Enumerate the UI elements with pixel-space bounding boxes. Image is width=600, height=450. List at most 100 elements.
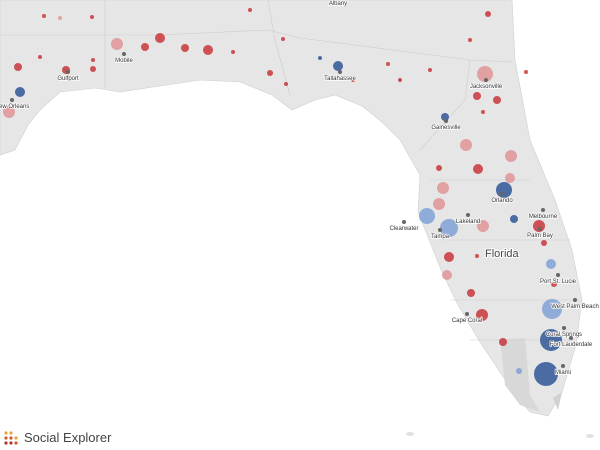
city-label: Mobile	[115, 58, 133, 64]
data-bubble[interactable]	[481, 110, 485, 114]
city-dot	[561, 364, 565, 368]
data-bubble[interactable]	[505, 173, 515, 183]
city-dot	[573, 298, 577, 302]
city-label: Orlando	[491, 198, 513, 204]
data-bubble[interactable]	[351, 78, 355, 82]
data-bubble[interactable]	[440, 219, 458, 237]
data-bubble[interactable]	[499, 338, 507, 346]
data-bubble[interactable]	[42, 14, 46, 18]
city-dot	[122, 52, 126, 56]
data-bubble[interactable]	[203, 45, 213, 55]
data-bubble[interactable]	[15, 87, 25, 97]
data-bubble[interactable]	[551, 281, 557, 287]
city-dot	[500, 192, 504, 196]
data-bubble[interactable]	[496, 182, 512, 198]
city-label: Coral Springs	[546, 332, 582, 338]
city-dot	[562, 326, 566, 330]
data-bubble[interactable]	[493, 96, 501, 104]
city-label: West Palm Beach	[551, 304, 599, 310]
data-bubble[interactable]	[534, 362, 558, 386]
data-bubble[interactable]	[436, 165, 442, 171]
data-bubble[interactable]	[281, 37, 285, 41]
brand-name: Social Explorer	[24, 430, 112, 445]
city-label: Cape Coral	[452, 318, 482, 324]
state-label: Florida	[485, 248, 520, 260]
data-bubble[interactable]	[477, 66, 493, 82]
city-dot	[465, 312, 469, 316]
city-label: Lakeland	[456, 219, 480, 225]
social-explorer-logo: Social Explorer	[4, 430, 111, 445]
data-bubble[interactable]	[38, 55, 42, 59]
city-dot	[556, 273, 560, 277]
city-label: Clearwater	[389, 226, 418, 232]
city-dot	[541, 208, 545, 212]
data-bubble[interactable]	[485, 11, 491, 17]
bubble-layer	[3, 8, 562, 386]
data-bubble[interactable]	[267, 70, 273, 76]
data-bubble[interactable]	[181, 44, 189, 52]
state-borders	[0, 0, 580, 341]
data-bubble[interactable]	[473, 164, 483, 174]
data-bubble[interactable]	[442, 270, 452, 280]
city-label: Melbourne	[529, 214, 558, 220]
data-bubble[interactable]	[524, 70, 528, 74]
data-bubble[interactable]	[433, 198, 445, 210]
data-bubble[interactable]	[3, 106, 15, 118]
logo-icon	[4, 430, 18, 445]
city-label: Albany	[329, 1, 347, 7]
city-label: Jacksonville	[470, 84, 503, 90]
city-label: Port St. Lucie	[540, 279, 577, 285]
data-bubble[interactable]	[428, 68, 432, 72]
city-dot	[484, 78, 488, 82]
data-bubble[interactable]	[467, 289, 475, 297]
data-bubble[interactable]	[510, 215, 518, 223]
data-bubble[interactable]	[318, 56, 322, 60]
data-bubble[interactable]	[14, 63, 22, 71]
data-bubble[interactable]	[477, 220, 489, 232]
data-bubble[interactable]	[58, 16, 62, 20]
data-bubble[interactable]	[540, 329, 562, 351]
data-bubble[interactable]	[419, 208, 435, 224]
data-bubble[interactable]	[441, 113, 449, 121]
city-label: Tampa	[431, 234, 450, 240]
data-bubble[interactable]	[90, 15, 94, 19]
data-bubble[interactable]	[386, 62, 390, 66]
data-bubble[interactable]	[141, 43, 149, 51]
data-bubble[interactable]	[398, 78, 402, 82]
data-bubble[interactable]	[231, 50, 235, 54]
data-bubble[interactable]	[284, 82, 288, 86]
data-bubble[interactable]	[468, 38, 472, 42]
data-bubble[interactable]	[473, 92, 481, 100]
data-bubble[interactable]	[460, 139, 472, 151]
city-label: Miami	[555, 370, 571, 376]
data-bubble[interactable]	[476, 309, 488, 321]
data-bubble[interactable]	[542, 299, 562, 319]
city-dot	[10, 98, 14, 102]
data-bubble[interactable]	[505, 150, 517, 162]
land	[0, 0, 594, 438]
data-bubble[interactable]	[91, 58, 95, 62]
city-dot	[466, 213, 470, 217]
city-dot	[538, 227, 542, 231]
city-label: Palm Bay	[527, 233, 553, 239]
data-bubble[interactable]	[516, 368, 522, 374]
city-dot	[444, 119, 448, 123]
city-labels: Albany Mobile Gulfport New Orleans Tallahass…	[0, 0, 600, 377]
data-bubble[interactable]	[111, 38, 123, 50]
data-bubble[interactable]	[248, 8, 252, 12]
data-bubble[interactable]	[155, 33, 165, 43]
data-bubble[interactable]	[541, 240, 547, 246]
data-bubble[interactable]	[546, 259, 556, 269]
city-dot	[438, 228, 442, 232]
data-bubble[interactable]	[90, 66, 96, 72]
data-bubble[interactable]	[444, 252, 454, 262]
city-dot	[402, 220, 406, 224]
data-bubble[interactable]	[475, 254, 479, 258]
city-dot	[338, 70, 342, 74]
city-label: New Orleans	[0, 104, 29, 110]
data-bubble[interactable]	[333, 61, 343, 71]
city-dot	[569, 336, 573, 340]
city-label: Tallahassee	[324, 76, 356, 82]
data-bubble[interactable]	[437, 182, 449, 194]
